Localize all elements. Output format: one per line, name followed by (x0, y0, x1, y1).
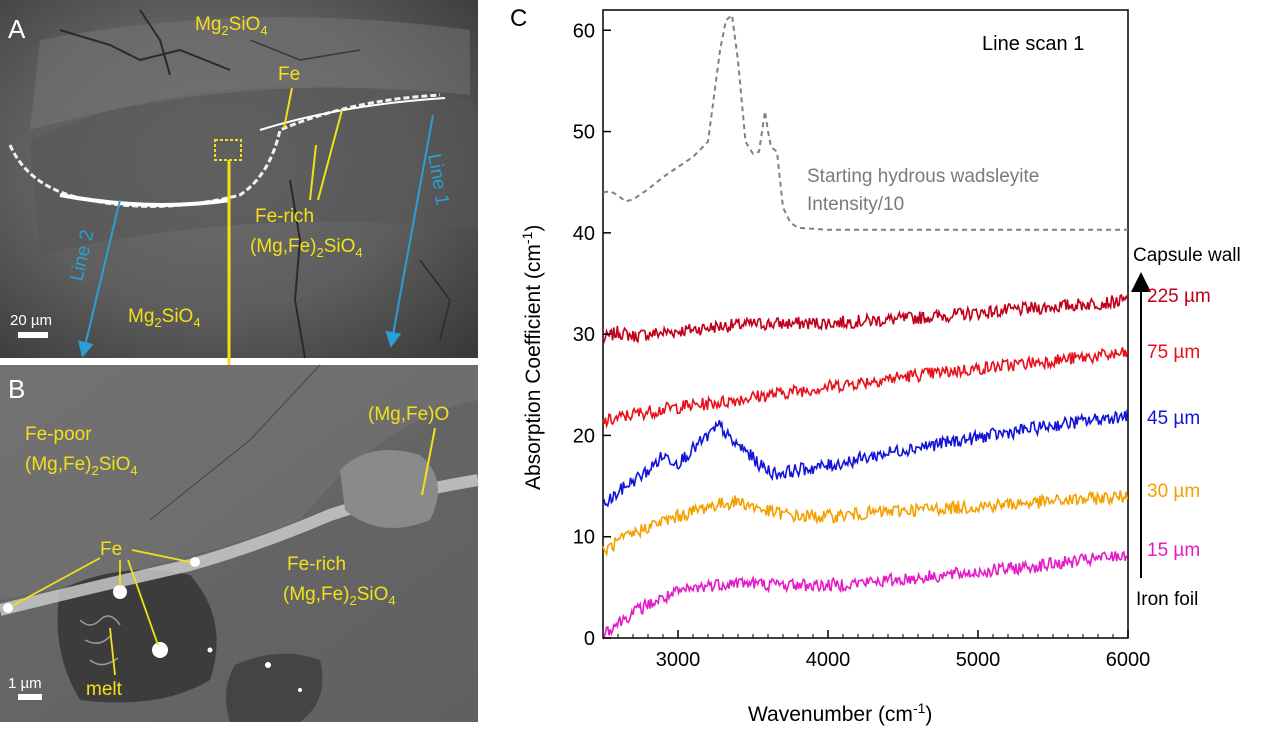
panel-a-ferich-line2: (Mg,Fe)2SiO4 (250, 236, 363, 260)
y-tick-label-50: 50 (573, 122, 595, 144)
legend-45um: 45 µm (1147, 408, 1200, 429)
panel-a-mg2sio4-bottom: Mg2SiO4 (128, 306, 201, 330)
x-tick-label-5000: 5000 (956, 649, 1001, 671)
y-tick-label-0: 0 (584, 628, 595, 650)
panel-b-melt-label: melt (86, 679, 123, 700)
panel-b-mgfeo-label: (Mg,Fe)O (368, 404, 449, 425)
capsule-wall-label: Capsule wall (1133, 245, 1241, 266)
legend-15um: 15 µm (1147, 540, 1200, 561)
y-tick-label-60: 60 (573, 20, 595, 42)
panel-b-micrograph (0, 364, 480, 722)
x-axis-title: Wavenumber (cm-1) (748, 700, 932, 726)
series-line-1 (602, 347, 1129, 430)
panel-b-scale-label: 1 µm (8, 675, 42, 692)
scan-label: Line scan 1 (982, 33, 1084, 55)
series-line-2 (602, 409, 1129, 508)
line-2-arrow (78, 199, 121, 358)
reference-label-line2: Intensity/10 (807, 194, 904, 215)
panel-b-scale-bar (18, 694, 42, 700)
panel-a-fe-label: Fe (278, 64, 300, 85)
panel-a-scale-bar (18, 332, 48, 338)
plot-frame (602, 9, 1129, 639)
legend-30um: 30 µm (1147, 481, 1200, 502)
panel-a-mg2sio4-top: Mg2SiO4 (195, 14, 268, 38)
y-tick-label-20: 20 (573, 425, 595, 447)
x-tick-label-3000: 3000 (656, 649, 701, 671)
reference-label-line1: Starting hydrous wadsleyite (807, 166, 1039, 187)
plot-series-group (602, 13, 1129, 640)
panel-b-fe-label: Fe (100, 539, 122, 560)
panel-b-fepoor-line1: Fe-poor (25, 424, 92, 445)
x-tick-label-4000: 4000 (806, 649, 851, 671)
panel-a-ferich-leader-2 (317, 109, 343, 201)
y-tick-label-40: 40 (573, 223, 595, 245)
line-1-arrow (385, 114, 434, 348)
panel-b-mgfeo-leader (421, 427, 436, 496)
panel-b-melt-leader (109, 627, 116, 676)
y-tick-label-10: 10 (573, 527, 595, 549)
plot-axes-group: 3000 4000 5000 6000 0 10 20 30 40 50 60 (573, 20, 1151, 671)
series-line-4 (602, 550, 1128, 640)
panel-a-micrograph (0, 0, 478, 359)
panel-a-scale-label: 20 µm (10, 312, 52, 329)
panel-b-fe-leaders (11, 549, 191, 646)
panel-c-letter: C (510, 5, 527, 32)
y-tick-label-30: 30 (573, 324, 595, 346)
x-tick-label-6000: 6000 (1106, 649, 1151, 671)
panel-a-ferich-line1: Fe-rich (255, 206, 314, 227)
panel-b-ferich-line2: (Mg,Fe)2SiO4 (283, 584, 396, 608)
panel-a-fe-leader (283, 87, 293, 129)
panel-a-letter: A (8, 14, 26, 44)
legend-225um: 225 µm (1147, 286, 1211, 307)
legend-75um: 75 µm (1147, 342, 1200, 363)
series-line-5 (602, 13, 1128, 231)
y-axis-title: Absorption Coefficient (cm-1) (519, 225, 545, 490)
panel-b-fepoor-line2: (Mg,Fe)2SiO4 (25, 454, 138, 478)
panel-b-letter: B (8, 374, 25, 404)
series-line-3 (602, 490, 1129, 558)
iron-foil-label: Iron foil (1136, 589, 1198, 610)
panel-b-ferich-line1: Fe-rich (287, 554, 346, 575)
series-line-0 (602, 293, 1129, 344)
panel-a-ferich-leader-1 (309, 144, 317, 201)
